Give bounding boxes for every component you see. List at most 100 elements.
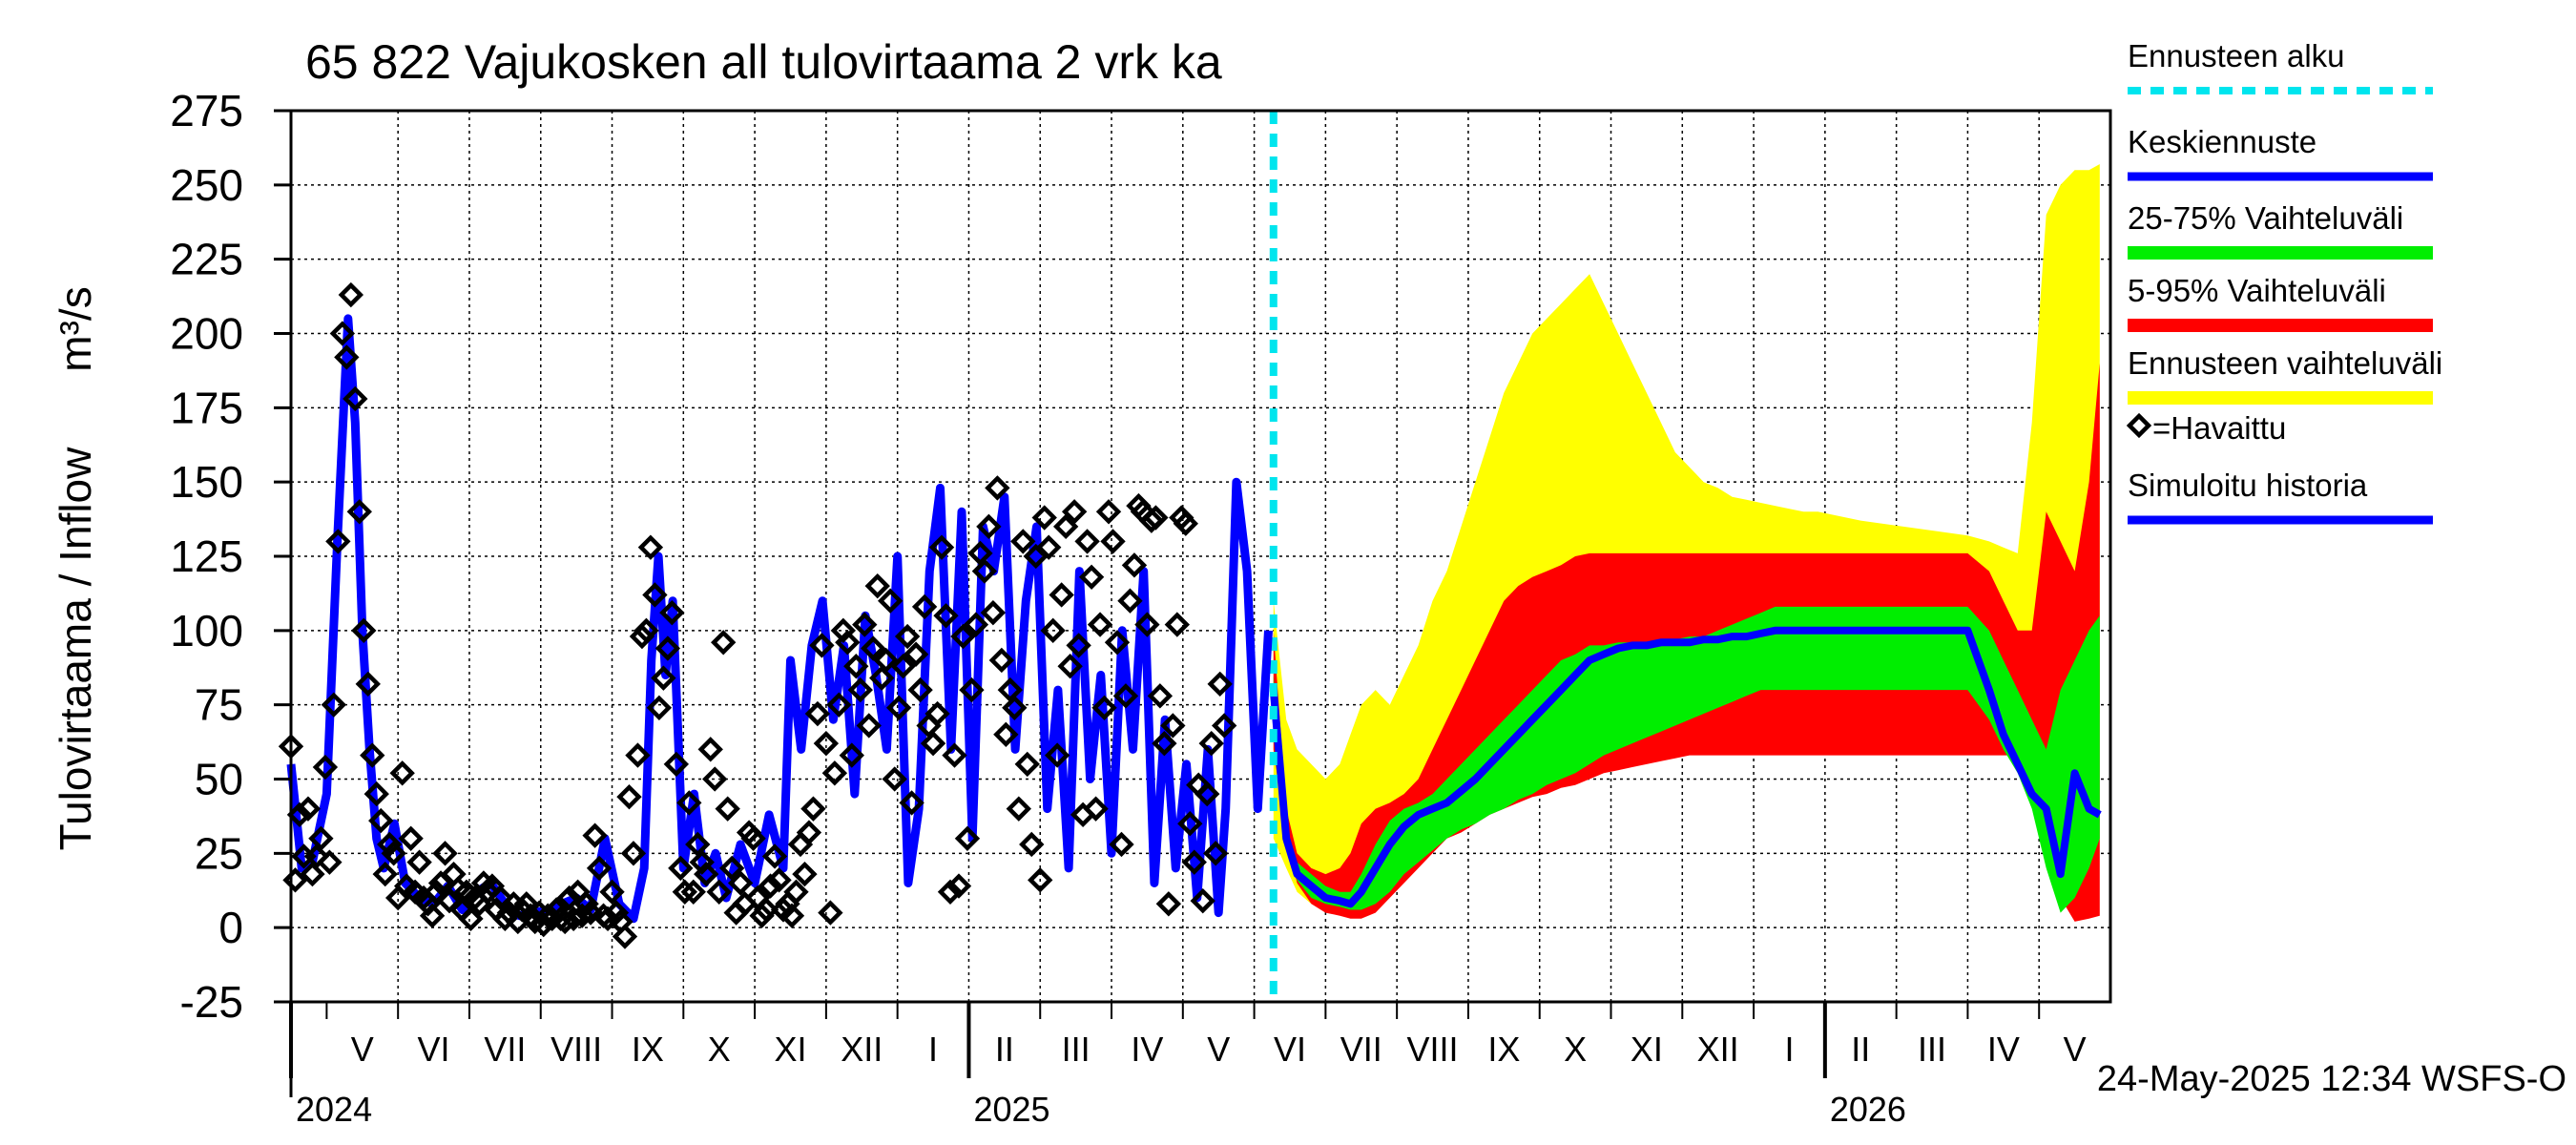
observed-point bbox=[1190, 887, 1215, 914]
month-label: IV bbox=[1987, 1030, 2020, 1069]
footer-timestamp: 24-May-2025 12:34 WSFS-O bbox=[2097, 1059, 2566, 1099]
legend-label: 25-75% Vaihteluväli bbox=[2128, 200, 2403, 236]
observed-point bbox=[894, 623, 921, 650]
y-tick-label: 125 bbox=[170, 531, 243, 581]
observed-point bbox=[1087, 612, 1113, 637]
month-label: VI bbox=[1274, 1030, 1306, 1069]
observed-point bbox=[406, 849, 432, 875]
legend-label: Ennusteen vaihteluväli bbox=[2128, 345, 2442, 381]
month-label: IX bbox=[1487, 1030, 1520, 1069]
observed-point bbox=[346, 499, 372, 525]
observed-point bbox=[885, 695, 912, 720]
observed-point bbox=[303, 843, 330, 869]
month-label: I bbox=[1784, 1030, 1794, 1069]
observed-point bbox=[381, 841, 406, 866]
observed-point bbox=[1002, 695, 1028, 720]
observed-point bbox=[1057, 654, 1083, 679]
observed-point bbox=[954, 825, 981, 851]
forecast-band-green bbox=[1273, 606, 2100, 913]
month-label: III bbox=[1918, 1030, 1946, 1069]
month-label: II bbox=[995, 1030, 1014, 1069]
observed-point bbox=[878, 588, 904, 614]
y-tick-label: 250 bbox=[170, 160, 243, 210]
y-tick-label: 75 bbox=[195, 680, 243, 730]
observed-point bbox=[749, 903, 775, 928]
observed-point bbox=[1164, 612, 1191, 637]
observed-point bbox=[1040, 617, 1066, 644]
y-tick-label: 50 bbox=[195, 755, 243, 804]
observed-markers bbox=[281, 281, 1237, 949]
observed-point bbox=[792, 861, 818, 887]
observed-point bbox=[715, 796, 740, 822]
legend-swatch bbox=[2128, 391, 2433, 405]
observed-point bbox=[475, 879, 501, 905]
observed-point bbox=[1036, 534, 1062, 560]
observed-point bbox=[928, 534, 955, 560]
observed-point bbox=[620, 841, 647, 866]
observed-point bbox=[839, 742, 864, 768]
y-axis-label: Tulovirtaama / Inflow bbox=[51, 447, 100, 850]
observed-point bbox=[727, 870, 754, 896]
observed-point bbox=[398, 825, 424, 851]
observed-point bbox=[1104, 630, 1131, 656]
observed-point bbox=[1211, 713, 1237, 739]
observed-point bbox=[985, 475, 1010, 501]
observed-point bbox=[1203, 841, 1229, 866]
observed-point bbox=[1066, 633, 1091, 658]
legend-swatch bbox=[2128, 319, 2433, 332]
observed-point bbox=[372, 861, 398, 887]
observed-point bbox=[852, 612, 878, 637]
observed-point bbox=[338, 281, 364, 308]
observed-point bbox=[351, 617, 377, 644]
month-label: V bbox=[351, 1030, 374, 1069]
observed-point bbox=[329, 321, 356, 346]
legend-label: Keskiennuste bbox=[2128, 124, 2316, 159]
observed-point bbox=[1031, 505, 1057, 531]
observed-point bbox=[1112, 683, 1139, 709]
observed-point bbox=[1195, 781, 1220, 807]
observed-point bbox=[659, 599, 685, 626]
observed-point bbox=[642, 582, 668, 608]
legend-swatch bbox=[2128, 246, 2433, 260]
y-tick-label: 150 bbox=[170, 457, 243, 507]
observed-point bbox=[651, 665, 676, 691]
observed-point bbox=[1134, 612, 1160, 637]
observed-point bbox=[697, 737, 723, 762]
observed-point bbox=[761, 843, 788, 869]
observed-point bbox=[758, 873, 783, 899]
observed-point bbox=[971, 558, 998, 584]
month-label: V bbox=[1207, 1030, 1230, 1069]
observed-point bbox=[321, 692, 347, 718]
observed-point bbox=[882, 766, 907, 792]
observed-point bbox=[312, 754, 339, 781]
month-label: VII bbox=[484, 1030, 526, 1069]
forecast-bands bbox=[1269, 111, 2102, 1002]
observed-point bbox=[945, 873, 972, 899]
observed-point bbox=[377, 831, 403, 858]
observed-point bbox=[1052, 513, 1079, 540]
observed-point bbox=[899, 790, 924, 816]
observed-point bbox=[586, 855, 613, 882]
observed-point bbox=[821, 760, 848, 786]
month-label: XII bbox=[1697, 1030, 1739, 1069]
observed-point bbox=[343, 385, 368, 412]
observed-point bbox=[334, 344, 360, 370]
observed-point bbox=[1100, 529, 1126, 554]
observed-point bbox=[702, 766, 728, 792]
observed-point bbox=[634, 617, 659, 644]
observed-point bbox=[300, 861, 325, 887]
observed-point bbox=[646, 695, 673, 720]
observed-point bbox=[577, 900, 604, 926]
observed-point bbox=[488, 885, 514, 911]
observed-point bbox=[1147, 683, 1174, 709]
observed-point bbox=[818, 900, 843, 926]
year-label: 2024 bbox=[296, 1090, 372, 1129]
legend-label: =Havaittu bbox=[2152, 410, 2286, 446]
observed-point bbox=[813, 730, 840, 757]
observed-point bbox=[796, 820, 822, 845]
observed-point bbox=[861, 635, 886, 661]
observed-point bbox=[804, 700, 831, 727]
observed-point bbox=[766, 867, 792, 893]
observed-point bbox=[308, 825, 334, 851]
